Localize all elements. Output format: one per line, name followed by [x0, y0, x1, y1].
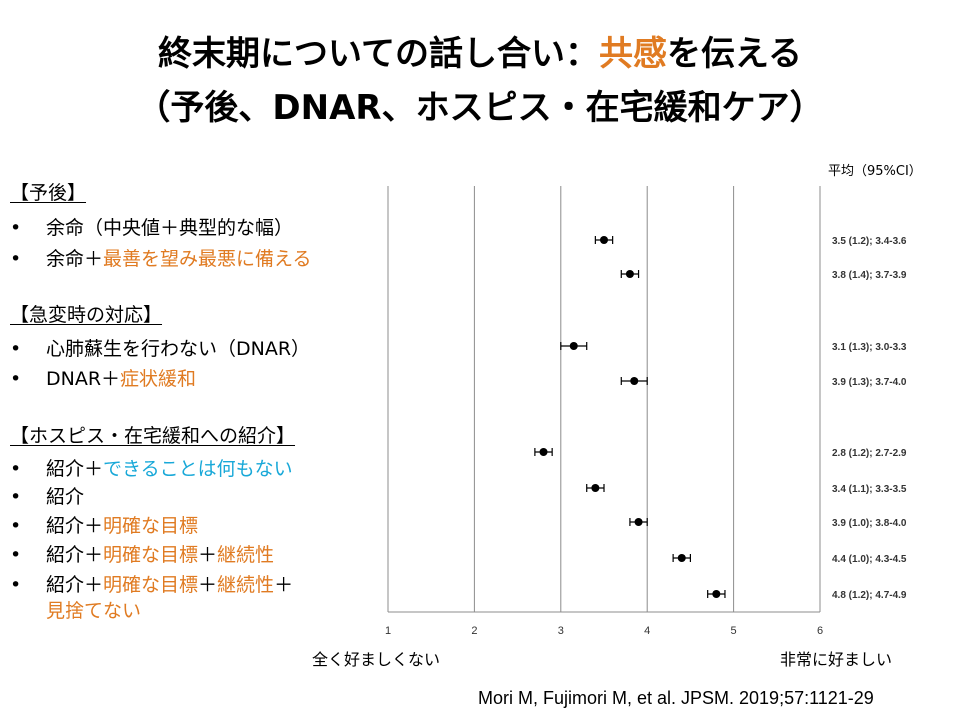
ci-value-label: 3.4 (1.1); 3.3-3.5	[832, 484, 907, 495]
mean-marker	[539, 448, 548, 456]
mean-marker	[569, 342, 578, 350]
list-item-continuation: 見捨てない	[46, 600, 142, 622]
bullet-icon: •	[10, 368, 22, 390]
x-tick-label: 2	[471, 625, 477, 637]
mean-marker	[630, 377, 639, 385]
citation: Mori M, Fujimori M, et al. JPSM. 2019;57…	[478, 688, 874, 708]
slide-title-line1: 終末期についての話し合い：共感を伝える	[0, 32, 960, 76]
item-text: 紹介＋	[46, 515, 104, 537]
item-text: ＋	[198, 574, 218, 596]
bullet-icon: •	[10, 544, 22, 566]
data-point-6	[586, 484, 605, 492]
bullet-icon: •	[10, 248, 22, 270]
ci-value-label: 3.5 (1.2); 3.4-3.6	[832, 236, 907, 247]
data-point-2	[620, 270, 640, 278]
list-item: • 心肺蘇生を行わない（DNAR）	[10, 334, 310, 361]
title-text-a: 終末期についての話し合い：	[158, 34, 599, 74]
list-item: • DNAR＋症状緩和	[10, 364, 196, 391]
mean-marker	[625, 270, 634, 278]
item-text: 心肺蘇生を行わない（DNAR）	[46, 338, 311, 360]
title-text-accent: 共感	[599, 34, 667, 74]
ci-value-label: 3.1 (1.3); 3.0-3.3	[832, 342, 907, 353]
ci-value-label: 3.8 (1.4); 3.7-3.9	[832, 270, 907, 281]
x-tick-label: 6	[817, 625, 823, 637]
bullet-icon: •	[10, 486, 22, 508]
ci-value-label: 4.8 (1.2); 4.7-4.9	[832, 590, 907, 601]
bullet-icon: •	[10, 574, 22, 596]
list-item: • 紹介＋明確な目標＋継続性	[10, 540, 274, 567]
list-item: • 紹介＋できることは何もない	[10, 454, 293, 481]
mean-marker	[591, 484, 600, 492]
list-item: • 余命（中央値＋典型的な幅）	[10, 213, 293, 240]
scale-label-right: 非常に好ましい	[780, 650, 893, 669]
title-text-c: を伝える	[667, 34, 802, 74]
data-point-1	[594, 236, 614, 244]
forest-plot: 3.5 (1.2); 3.4-3.6 3.8 (1.4); 3.7-3.9 3.1 …	[385, 186, 907, 637]
item-text-accent: 継続性	[217, 574, 275, 596]
section-heading-referral: 【ホスピス・在宅緩和への紹介】	[10, 425, 296, 447]
list-item: • 紹介＋明確な目標＋継続性＋	[10, 570, 293, 597]
bullet-icon: •	[10, 217, 22, 239]
item-text-accent: 明確な目標	[103, 574, 199, 596]
data-point-4	[620, 377, 648, 385]
x-tick-label: 4	[644, 625, 650, 637]
ci-value-label: 4.4 (1.0); 4.3-4.5	[832, 554, 907, 565]
bullet-icon: •	[10, 338, 22, 360]
slide-title-line2: （予後、DNAR、ホスピス・在宅緩和ケア）	[136, 88, 824, 128]
data-point-7	[629, 518, 648, 526]
item-text-blue: できることは何もない	[103, 458, 293, 480]
mean-marker	[712, 590, 721, 598]
item-text: 紹介	[46, 486, 85, 508]
item-text: ＋	[274, 574, 294, 596]
item-text: 余命＋	[46, 248, 104, 270]
x-tick-label: 5	[731, 625, 737, 637]
x-tick-label: 3	[558, 625, 564, 637]
ci-value-label: 3.9 (1.3); 3.7-4.0	[832, 377, 907, 388]
item-text-accent: 継続性	[217, 544, 275, 566]
item-text-accent: 最善を望み最悪に備える	[103, 248, 312, 270]
section-heading-prognosis: 【予後】	[10, 182, 87, 204]
section-heading-emergency: 【急変時の対応】	[10, 304, 163, 326]
item-text: ＋	[198, 544, 218, 566]
item-text: 余命（中央値＋典型的な幅）	[46, 217, 294, 239]
x-tick-label: 1	[385, 625, 391, 637]
mean-marker	[600, 236, 608, 244]
list-item: • 紹介＋明確な目標	[10, 511, 198, 538]
item-text: 紹介＋	[46, 574, 104, 596]
mean-marker	[677, 554, 686, 562]
data-point-9	[707, 590, 726, 598]
list-item: • 紹介	[10, 482, 84, 509]
item-text-accent: 明確な目標	[103, 544, 199, 566]
data-point-5	[534, 448, 553, 456]
scale-label-left: 全く好ましくない	[312, 650, 441, 669]
ci-value-label: 2.8 (1.2); 2.7-2.9	[832, 448, 907, 459]
ci-value-label: 3.9 (1.0); 3.8-4.0	[832, 518, 907, 529]
item-text-accent: 症状緩和	[120, 368, 197, 390]
bullet-icon: •	[10, 458, 22, 480]
mean-marker	[634, 518, 643, 526]
ci-header: 平均（95%CI）	[828, 164, 922, 179]
item-text-accent: 明確な目標	[103, 515, 199, 537]
list-item: • 余命＋最善を望み最悪に備える	[10, 244, 311, 271]
item-text: 紹介＋	[46, 458, 104, 480]
data-point-8	[672, 554, 691, 562]
item-text: DNAR＋	[46, 368, 121, 390]
data-point-3	[560, 342, 588, 350]
item-text: 紹介＋	[46, 544, 104, 566]
bullet-icon: •	[10, 515, 22, 537]
